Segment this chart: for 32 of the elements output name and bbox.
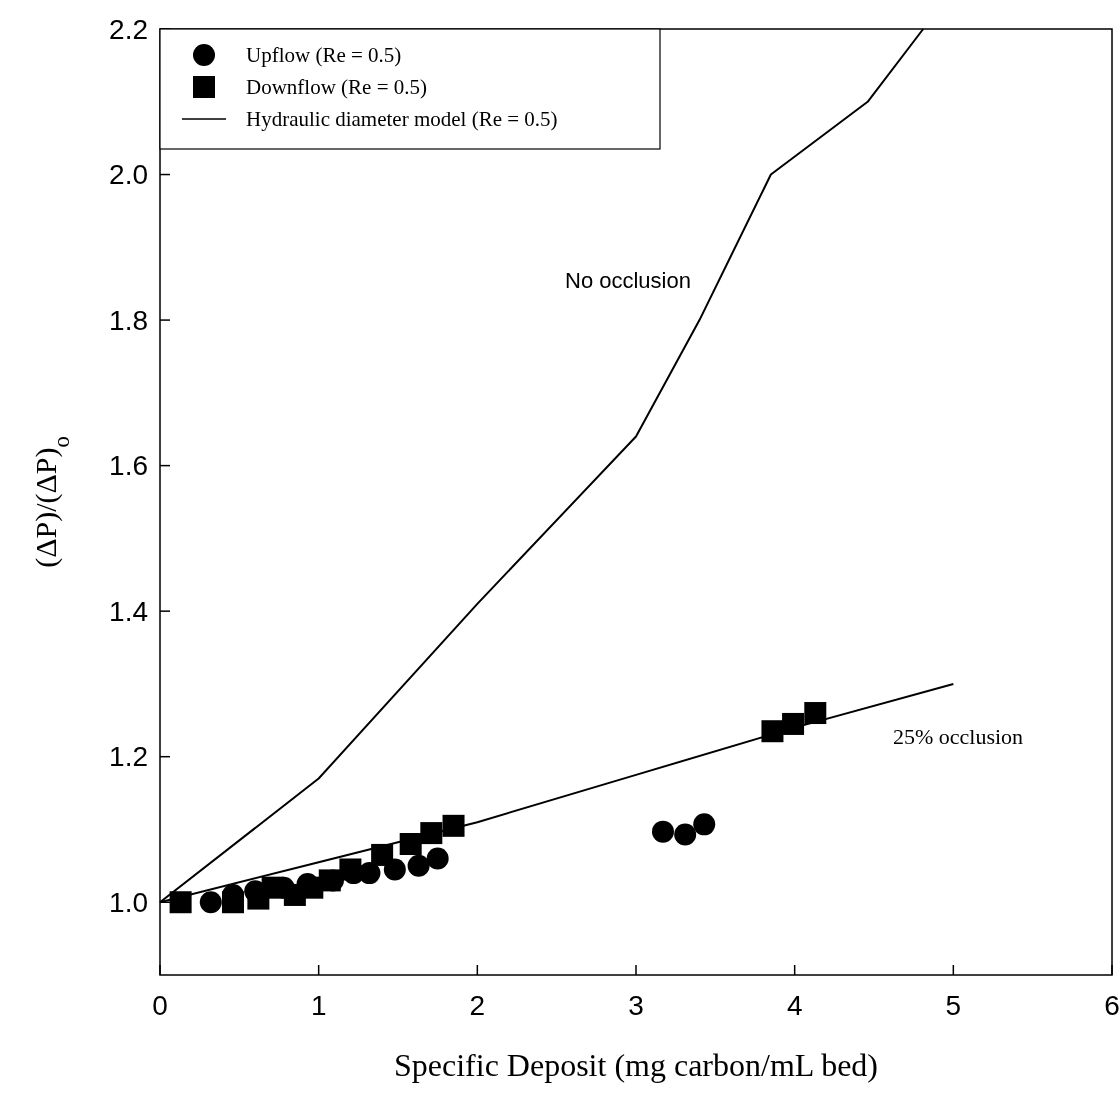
x-tick-label: 2 — [469, 990, 486, 1021]
legend-label: Downflow (Re = 0.5) — [246, 75, 427, 100]
point — [693, 813, 716, 836]
x-tick-label: 3 — [628, 990, 644, 1021]
x-tick-label: 0 — [152, 990, 168, 1021]
point — [426, 847, 449, 870]
y-tick-label: 2.2 — [109, 13, 148, 45]
point — [407, 854, 430, 877]
y-tick-label: 2.0 — [109, 159, 148, 191]
y-tick-label: 1.6 — [109, 450, 148, 482]
point — [371, 843, 394, 866]
x-tick-label: 1 — [310, 990, 327, 1021]
legend-label: Hydraulic diameter model (Re = 0.5) — [246, 107, 558, 132]
point — [782, 712, 805, 735]
x-tick-label: 4 — [786, 990, 803, 1021]
y-tick-label: 1.2 — [109, 741, 148, 773]
point — [199, 891, 222, 914]
point — [420, 822, 443, 845]
x-tick-label: 5 — [945, 990, 962, 1021]
point — [442, 814, 465, 837]
x-axis-title: Specific Deposit (mg carbon/mL bed) — [394, 1047, 878, 1083]
annotation: No occlusion — [565, 268, 691, 293]
point — [804, 702, 827, 725]
legend-label: Upflow (Re = 0.5) — [246, 43, 402, 68]
point — [651, 820, 674, 843]
annotation: 25% occlusion — [892, 724, 1024, 749]
point — [674, 823, 697, 846]
point — [221, 891, 244, 914]
x-tick-label: 6 — [1104, 990, 1120, 1021]
y-tick-label: 1.4 — [109, 595, 148, 627]
y-tick-label: 1.8 — [109, 304, 148, 336]
y-tick-label: 1.0 — [109, 887, 148, 919]
